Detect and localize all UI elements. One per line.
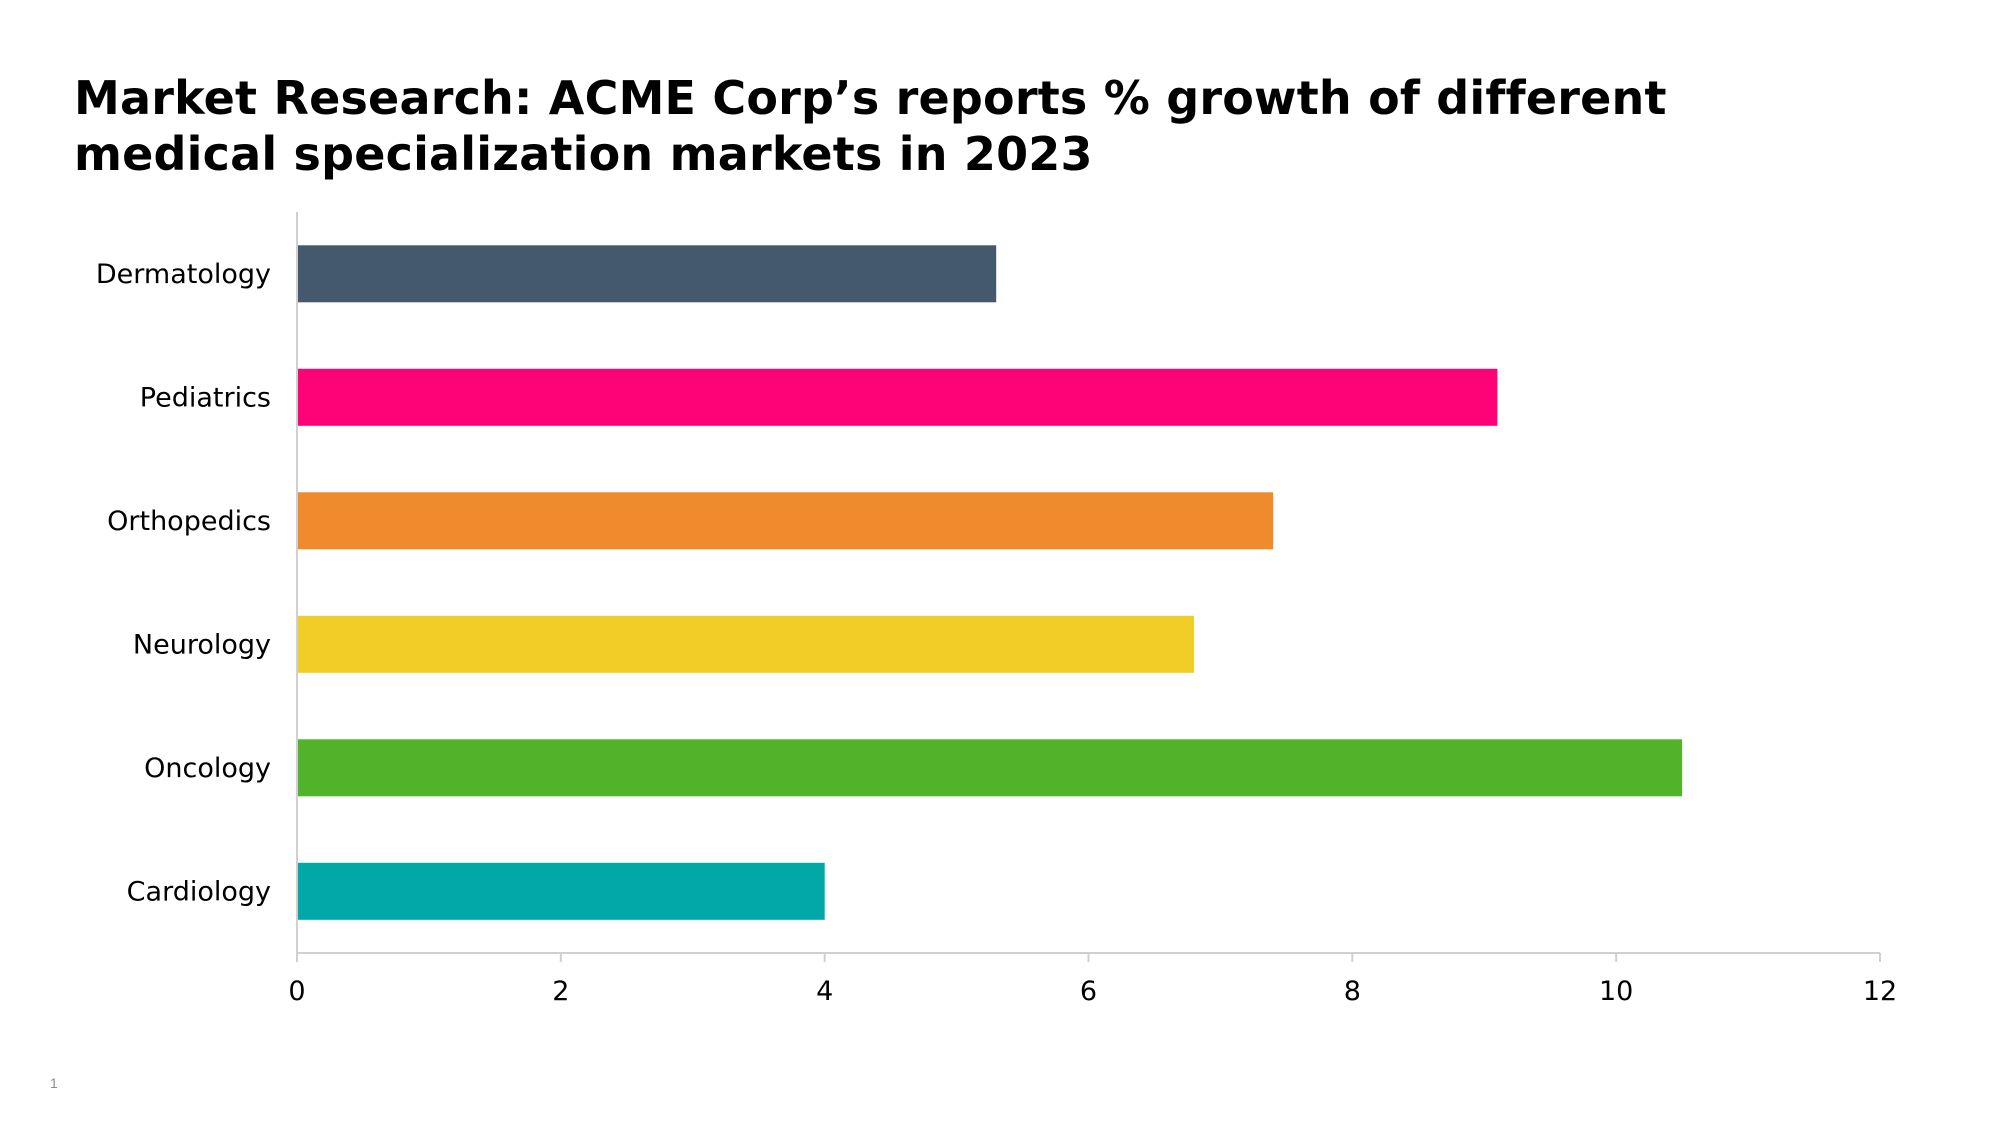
page-number: 1 — [50, 1075, 58, 1091]
bar-oncology — [297, 739, 1683, 797]
x-tick-label: 12 — [1863, 976, 1897, 1007]
x-tick-label: 0 — [288, 976, 305, 1007]
x-tick-label: 8 — [1344, 976, 1361, 1007]
category-label-orthopedics: Orthopedics — [107, 506, 271, 537]
x-axis: 0 2 4 6 8 10 12 — [288, 212, 1897, 1007]
x-tick-label: 10 — [1599, 976, 1633, 1007]
category-label-pediatrics: Pediatrics — [140, 382, 271, 413]
category-label-oncology: Oncology — [144, 753, 271, 784]
category-label-dermatology: Dermatology — [96, 259, 271, 290]
bar-cardiology — [297, 862, 825, 920]
bar-pediatrics — [297, 368, 1498, 426]
bar-dermatology — [297, 245, 997, 303]
category-label-cardiology: Cardiology — [127, 876, 271, 907]
bar-orthopedics — [297, 492, 1274, 550]
bar-neurology — [297, 615, 1194, 673]
category-labels: Dermatology Pediatrics Orthopedics Neurolog… — [96, 259, 271, 908]
x-tick-label: 2 — [552, 976, 569, 1007]
x-tick-label: 6 — [1080, 976, 1097, 1007]
bars-group — [297, 245, 1683, 920]
x-tick-label: 4 — [816, 976, 833, 1007]
slide-title: Market Research: ACME Corp’s reports % g… — [74, 71, 1667, 181]
category-label-neurology: Neurology — [133, 629, 271, 660]
